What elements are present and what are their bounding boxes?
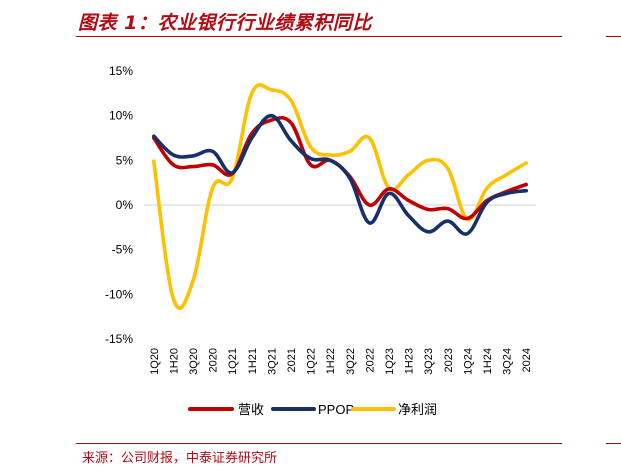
- x-tick-label: 1H24: [482, 348, 494, 374]
- x-tick-label: 1Q21: [227, 348, 239, 375]
- y-tick-label: 15%: [109, 64, 133, 78]
- data-point: [231, 172, 233, 174]
- data-point: [427, 159, 429, 161]
- data-point: [192, 155, 194, 157]
- data-point: [525, 162, 527, 164]
- data-point: [212, 150, 214, 152]
- data-point: [212, 164, 214, 166]
- data-point: [427, 231, 429, 233]
- data-point: [329, 159, 331, 161]
- y-tick-label: 10%: [109, 109, 133, 123]
- x-tick-label: 1Q20: [149, 348, 161, 375]
- data-point: [290, 122, 292, 124]
- data-point: [368, 222, 370, 224]
- data-point: [349, 177, 351, 179]
- data-point: [251, 92, 253, 94]
- data-point: [290, 99, 292, 102]
- y-tick-label: 5%: [116, 153, 134, 167]
- legend-label: 净利润: [398, 402, 437, 417]
- data-point: [310, 157, 312, 160]
- data-point: [408, 215, 410, 217]
- y-tick-label: -10%: [105, 287, 133, 301]
- data-point: [388, 192, 390, 194]
- x-tick-label: 1H20: [168, 348, 180, 374]
- data-point: [388, 188, 390, 190]
- x-tick-label: 2023: [443, 348, 455, 372]
- source-rule: [76, 443, 562, 444]
- x-tick-label: 3Q23: [423, 348, 435, 375]
- edge-rule-right: [606, 36, 621, 37]
- data-point: [251, 137, 253, 139]
- data-point: [153, 160, 155, 162]
- x-tick-label: 3Q22: [345, 348, 357, 375]
- x-tick-label: 1Q24: [462, 348, 474, 375]
- source-note: 来源：公司财报，中泰证券研究所: [82, 451, 278, 466]
- data-point: [486, 201, 488, 203]
- data-point: [466, 217, 468, 219]
- data-point: [447, 207, 449, 210]
- data-point: [408, 199, 410, 202]
- x-tick-label: 2024: [521, 348, 533, 372]
- data-point: [172, 164, 174, 166]
- data-point: [447, 167, 449, 169]
- data-point: [349, 150, 351, 152]
- data-point: [408, 174, 410, 176]
- legend-label: PPOP: [318, 402, 354, 417]
- x-tick-label: 1H22: [325, 348, 337, 374]
- series-line-1: [152, 113, 528, 236]
- legend-label: 营收: [238, 402, 264, 417]
- x-tick-label: 1Q23: [384, 348, 396, 375]
- data-point: [270, 89, 272, 91]
- x-tick-label: 3Q24: [502, 348, 514, 375]
- data-point: [525, 183, 527, 186]
- edge-rule-right-bottom: [606, 443, 621, 444]
- title-underline: [76, 36, 562, 37]
- data-point: [251, 132, 253, 135]
- data-point: [231, 177, 233, 179]
- x-tick-label: 1H23: [404, 348, 416, 374]
- data-point: [466, 232, 468, 235]
- x-tick-label: 2020: [208, 348, 220, 372]
- y-tick-label: -15%: [105, 332, 133, 346]
- data-point: [525, 190, 527, 192]
- y-tick-label: -5%: [112, 243, 134, 257]
- data-point: [368, 204, 370, 206]
- data-point: [506, 192, 508, 194]
- data-point: [290, 140, 292, 142]
- x-tick-label: 3Q21: [266, 348, 278, 375]
- data-point: [270, 115, 272, 117]
- data-point: [192, 165, 194, 168]
- data-point: [427, 208, 429, 211]
- data-point: [447, 220, 449, 222]
- data-point: [368, 137, 370, 139]
- data-point: [212, 187, 214, 189]
- data-point: [486, 187, 488, 189]
- data-point: [310, 146, 312, 148]
- x-tick-label: 1Q22: [306, 348, 318, 375]
- data-point: [172, 154, 174, 156]
- series-line-2: [152, 83, 528, 310]
- data-point: [172, 298, 174, 300]
- y-tick-label: 0%: [116, 198, 134, 212]
- data-point: [153, 135, 155, 137]
- page-title: 图表 1：农业银行行业绩累积同比: [78, 12, 372, 34]
- data-point: [329, 154, 331, 156]
- x-tick-label: 1H21: [247, 348, 259, 374]
- data-point: [506, 174, 508, 176]
- x-tick-label: 2022: [364, 348, 376, 372]
- data-point: [310, 164, 312, 166]
- data-point: [192, 280, 194, 282]
- x-tick-label: 3Q20: [188, 348, 200, 375]
- data-point: [270, 119, 272, 121]
- x-tick-label: 2021: [286, 348, 298, 372]
